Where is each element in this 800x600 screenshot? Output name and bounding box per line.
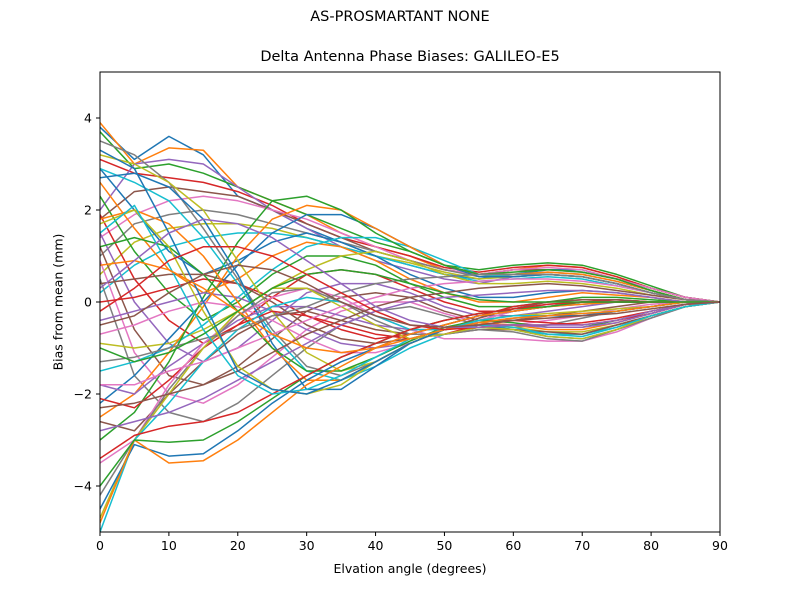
chart-title: Delta Antenna Phase Biases: GALILEO-E5	[260, 49, 560, 65]
x-axis-label: Elvation angle (degrees)	[333, 561, 487, 576]
x-tick-label: 40	[368, 538, 384, 553]
figure-suptitle: AS-PROSMARTANT NONE	[310, 9, 490, 25]
x-tick-label: 80	[643, 538, 659, 553]
x-tick-label: 30	[299, 538, 315, 553]
series-line-47	[100, 278, 720, 386]
x-tick-label: 90	[712, 538, 728, 553]
y-tick-label: 2	[84, 203, 92, 218]
series-line-22	[100, 204, 720, 418]
x-tick-label: 20	[230, 538, 246, 553]
series-line-42	[100, 301, 720, 524]
x-tick-label: 10	[161, 538, 177, 553]
series-lines	[100, 122, 720, 532]
series-line-4	[100, 158, 720, 303]
x-tick-label: 60	[505, 538, 521, 553]
series-line-52	[100, 259, 720, 354]
series-line-48	[100, 273, 720, 363]
y-tick-label: 4	[84, 111, 92, 126]
y-tick-label: −2	[74, 387, 92, 402]
x-tick-label: 0	[96, 538, 104, 553]
series-line-3	[100, 131, 720, 303]
x-tick-label: 70	[574, 538, 590, 553]
series-line-37	[100, 287, 720, 464]
series-line-23	[100, 195, 720, 441]
y-tick-label: −4	[74, 479, 92, 494]
series-line-56	[100, 264, 720, 329]
series-line-45	[100, 289, 720, 432]
series-line-55	[100, 218, 720, 329]
series-line-46	[100, 282, 720, 409]
series-line-53	[100, 269, 720, 363]
y-tick-label: 0	[84, 295, 92, 310]
x-tick-label: 50	[436, 538, 452, 553]
x-axis-ticks: 0 10 20 30 40 50 60 70 80 90	[96, 532, 728, 553]
y-axis-ticks: −4 −2 0 2 4	[74, 111, 100, 494]
